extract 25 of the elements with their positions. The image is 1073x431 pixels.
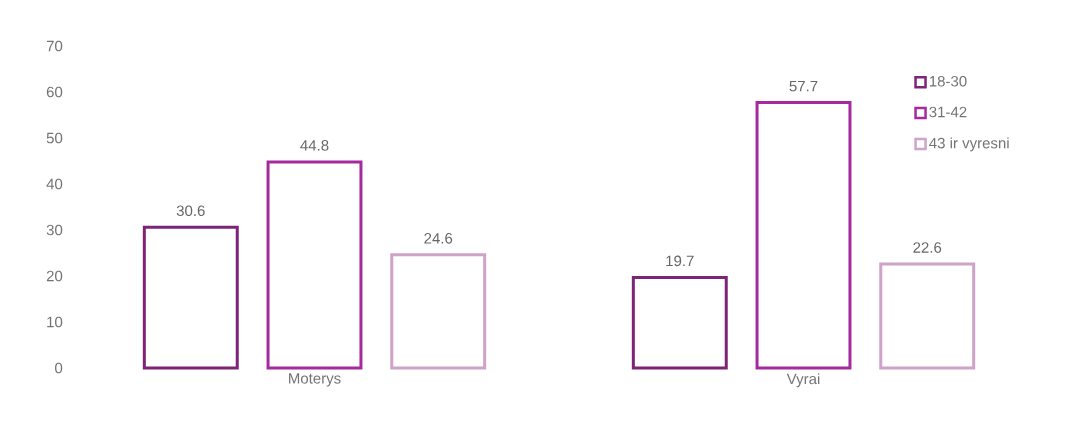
y-tick-label: 50 [46,132,63,144]
bar [879,262,976,370]
bar [755,101,852,370]
bar [390,253,487,370]
x-tick-label: Vyrai [786,373,820,388]
legend-label: 31-42 [929,106,967,118]
data-label: 44.8 [300,140,329,151]
data-label: 57.7 [789,80,818,92]
data-label: 30.6 [176,205,205,217]
y-tick-label: 70 [46,40,63,52]
legend-label: 18-30 [929,75,967,87]
legend-label: 43 ir vyresni [929,137,1009,152]
data-label: 22.6 [913,242,942,253]
data-label: 24.6 [424,233,453,244]
y-tick-label: 10 [47,316,63,328]
bar [266,160,363,370]
y-tick-label: 30 [46,224,63,236]
x-tick-label: Moterys [289,373,341,387]
y-tick-label: 40 [46,178,63,190]
y-tick-label: 20 [46,270,63,282]
data-label: 19.7 [666,255,694,267]
y-tick-label: 60 [46,86,63,98]
y-tick-label: 0 [55,362,63,374]
bar [631,275,728,370]
bar [142,225,239,370]
